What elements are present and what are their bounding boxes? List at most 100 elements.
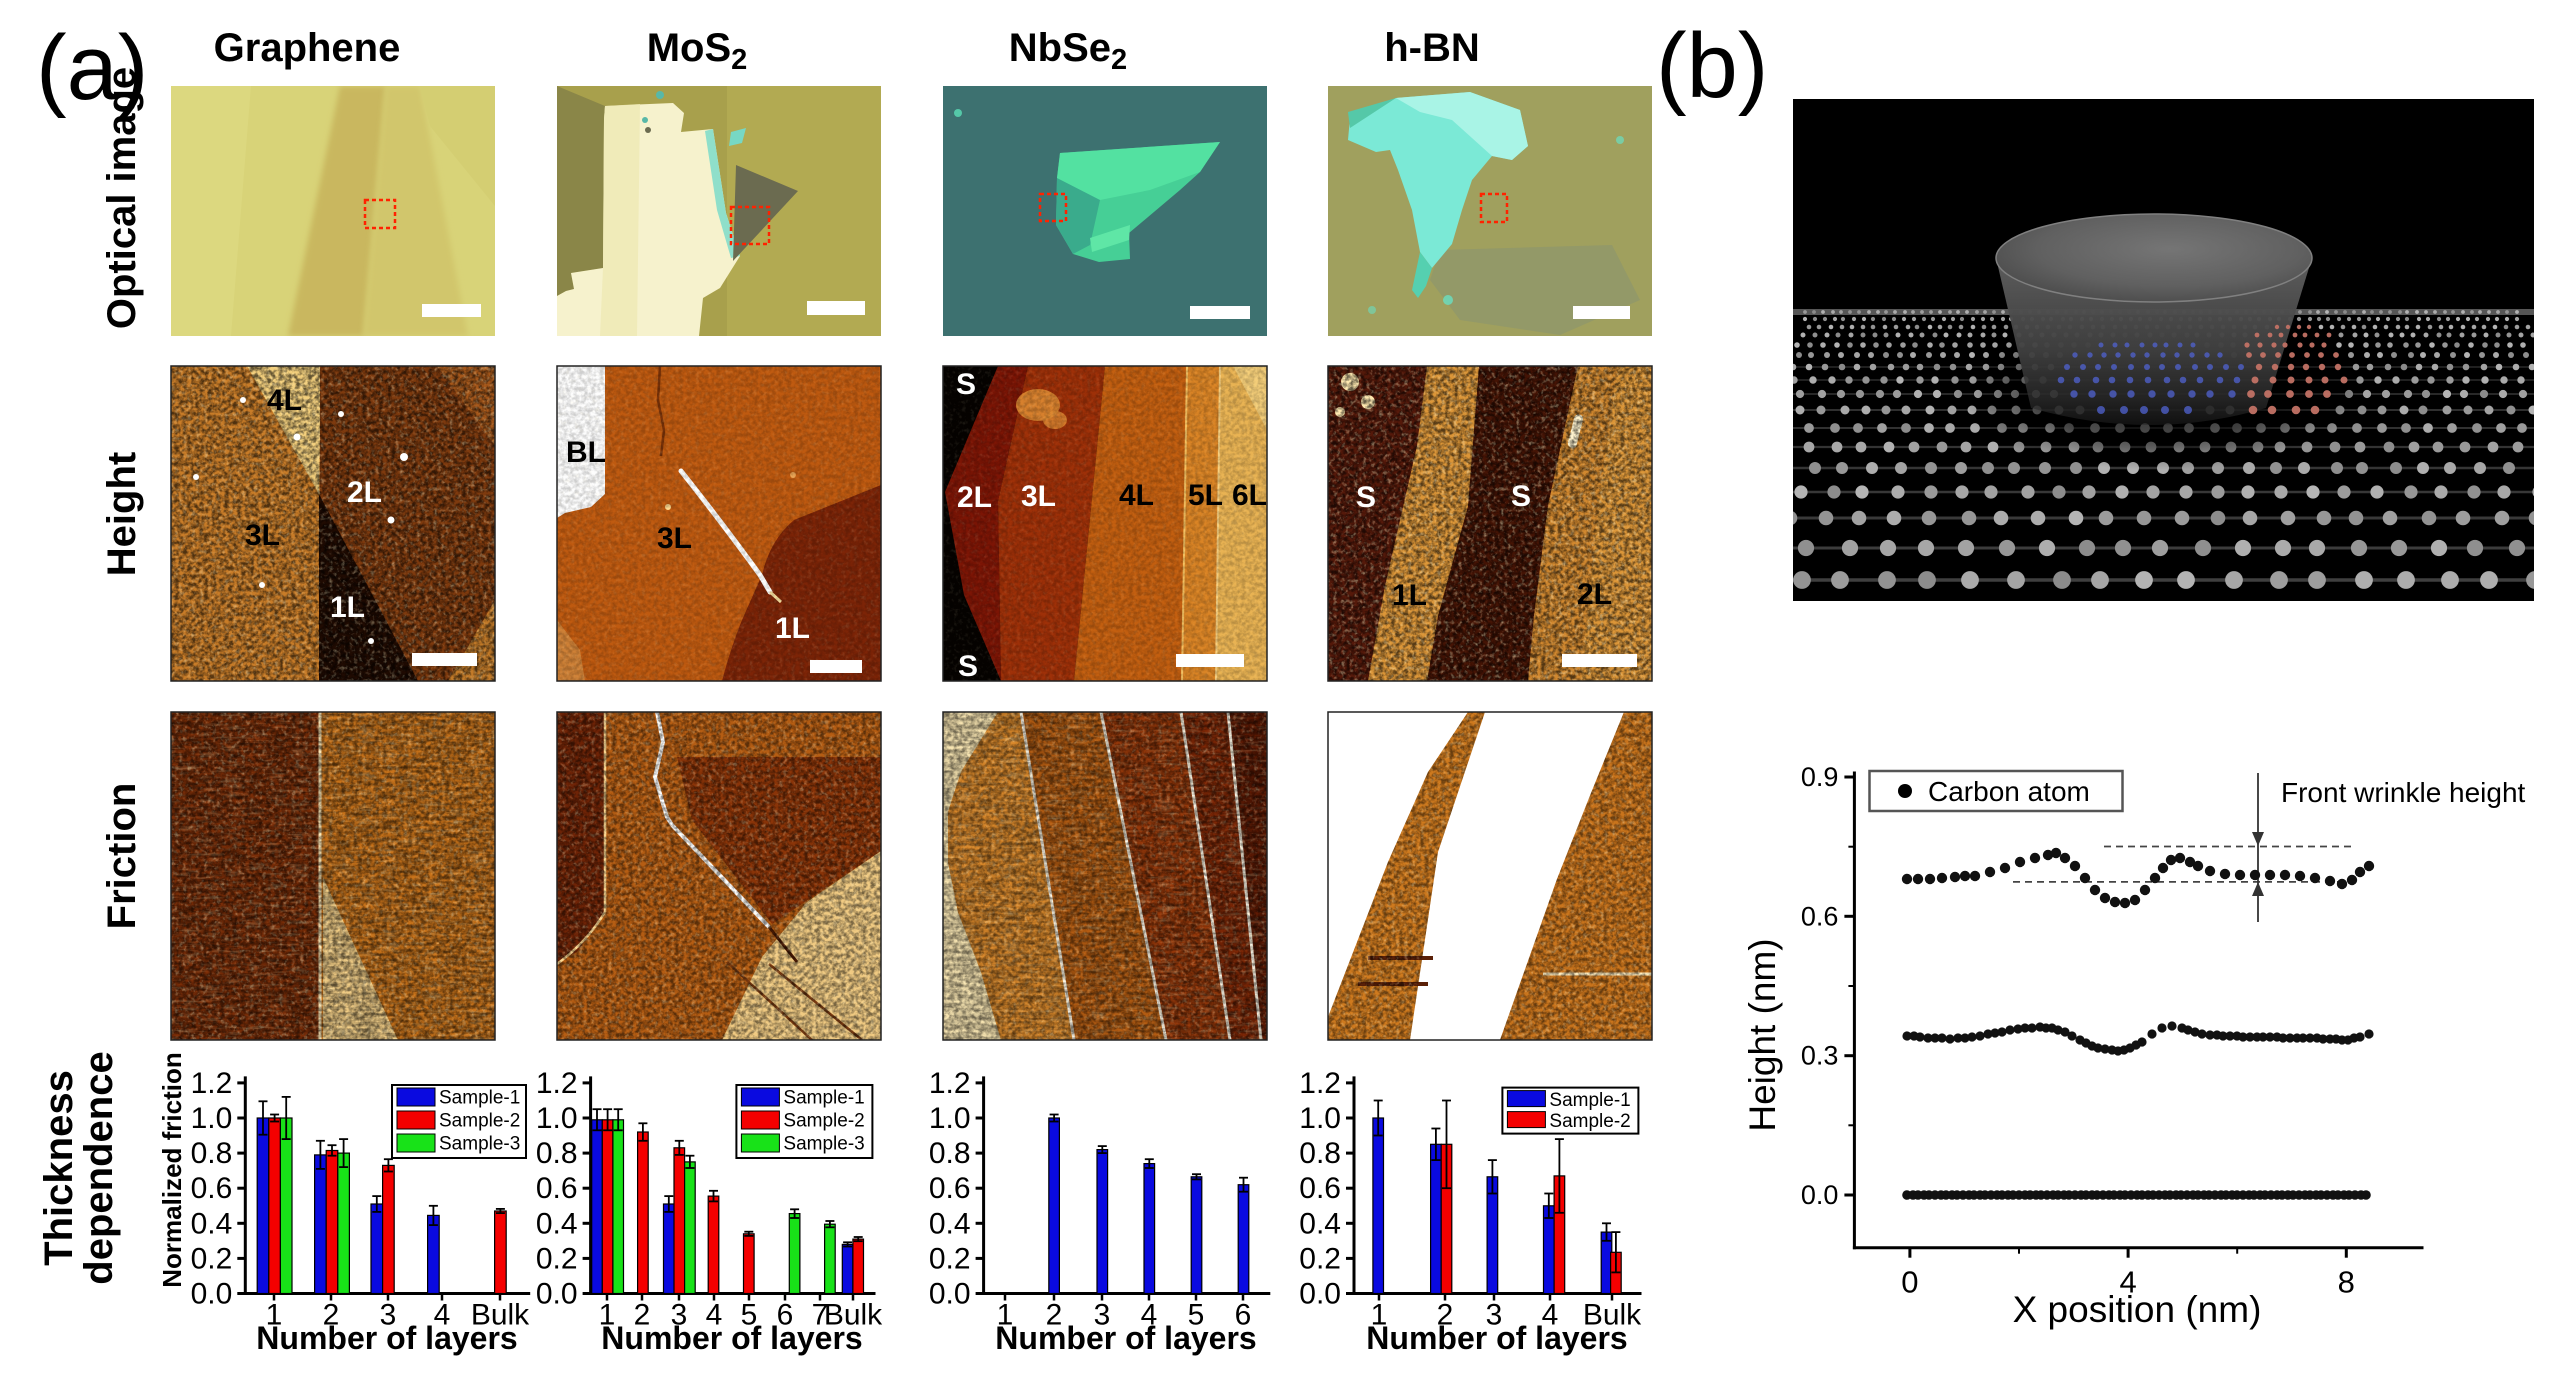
svg-text:0.4: 0.4 xyxy=(1299,1207,1341,1240)
svg-text:Number of layers: Number of layers xyxy=(601,1320,862,1356)
svg-text:Number of layers: Number of layers xyxy=(1366,1320,1627,1356)
svg-text:Sample-2: Sample-2 xyxy=(1549,1111,1630,1132)
svg-text:4L: 4L xyxy=(267,384,302,417)
svg-text:S: S xyxy=(956,368,976,401)
svg-text:Sample-3: Sample-3 xyxy=(439,1134,520,1155)
svg-text:1L: 1L xyxy=(775,612,810,645)
svg-text:0.0: 0.0 xyxy=(929,1278,971,1311)
svg-text:1.2: 1.2 xyxy=(929,1067,971,1100)
svg-text:1.0: 1.0 xyxy=(191,1102,233,1135)
svg-text:0.6: 0.6 xyxy=(1299,1172,1341,1205)
svg-text:Number of layers: Number of layers xyxy=(995,1320,1256,1356)
svg-text:2: 2 xyxy=(1437,1299,1454,1332)
svg-text:NbSe2: NbSe2 xyxy=(1009,26,1127,76)
svg-text:(a): (a) xyxy=(36,17,148,119)
svg-text:Normalized friction: Normalized friction xyxy=(157,1052,187,1287)
svg-text:2: 2 xyxy=(1046,1299,1063,1332)
svg-text:0.4: 0.4 xyxy=(929,1207,971,1240)
svg-text:Bulk: Bulk xyxy=(471,1299,530,1332)
svg-text:1: 1 xyxy=(1371,1299,1388,1332)
svg-text:0.2: 0.2 xyxy=(536,1242,578,1275)
svg-text:1.0: 1.0 xyxy=(536,1102,578,1135)
svg-text:1.0: 1.0 xyxy=(1299,1102,1341,1135)
svg-text:1L: 1L xyxy=(1392,579,1427,612)
svg-text:7: 7 xyxy=(812,1299,829,1332)
svg-text:0.8: 0.8 xyxy=(191,1137,233,1170)
svg-text:0.0: 0.0 xyxy=(1801,1180,1839,1210)
svg-text:3L: 3L xyxy=(657,522,692,555)
svg-text:5: 5 xyxy=(741,1299,758,1332)
svg-text:Friction: Friction xyxy=(100,783,144,930)
svg-text:0.3: 0.3 xyxy=(1801,1041,1839,1071)
svg-text:Sample-1: Sample-1 xyxy=(783,1088,864,1109)
svg-text:4: 4 xyxy=(434,1299,451,1332)
svg-text:0.4: 0.4 xyxy=(536,1207,578,1240)
svg-text:1.2: 1.2 xyxy=(1299,1067,1341,1100)
svg-text:4: 4 xyxy=(706,1299,723,1332)
svg-text:5L: 5L xyxy=(1188,479,1223,512)
svg-text:Thickness: Thickness xyxy=(37,1070,81,1266)
svg-text:3: 3 xyxy=(1094,1299,1111,1332)
svg-text:2L: 2L xyxy=(347,476,382,509)
svg-text:Carbon atom: Carbon atom xyxy=(1928,776,2090,807)
svg-text:1L: 1L xyxy=(330,591,365,624)
svg-text:Sample-1: Sample-1 xyxy=(439,1088,520,1109)
svg-text:3L: 3L xyxy=(245,519,280,552)
svg-text:4: 4 xyxy=(2119,1265,2136,1300)
svg-text:Sample-2: Sample-2 xyxy=(783,1111,864,1132)
svg-text:8: 8 xyxy=(2338,1265,2355,1300)
svg-text:0.8: 0.8 xyxy=(929,1137,971,1170)
svg-text:Graphene: Graphene xyxy=(214,26,401,70)
svg-text:1: 1 xyxy=(599,1299,616,1332)
svg-text:Optical image: Optical image xyxy=(100,67,144,329)
svg-text:0.6: 0.6 xyxy=(191,1172,233,1205)
svg-text:0.0: 0.0 xyxy=(191,1278,233,1311)
svg-text:(b): (b) xyxy=(1656,15,1768,117)
svg-text:S: S xyxy=(1511,480,1531,513)
svg-text:h-BN: h-BN xyxy=(1384,26,1480,70)
svg-text:0.6: 0.6 xyxy=(536,1172,578,1205)
svg-text:MoS2: MoS2 xyxy=(647,26,748,76)
svg-text:S: S xyxy=(1356,481,1376,514)
svg-text:0.9: 0.9 xyxy=(1801,762,1839,792)
svg-text:1: 1 xyxy=(997,1299,1014,1332)
svg-text:0.2: 0.2 xyxy=(929,1242,971,1275)
svg-text:1.2: 1.2 xyxy=(536,1067,578,1100)
svg-text:0.0: 0.0 xyxy=(536,1278,578,1311)
svg-text:6L: 6L xyxy=(1232,479,1267,512)
svg-text:6: 6 xyxy=(777,1299,794,1332)
svg-text:Bulk: Bulk xyxy=(824,1299,883,1332)
svg-text:0.6: 0.6 xyxy=(929,1172,971,1205)
svg-text:0.2: 0.2 xyxy=(191,1242,233,1275)
svg-text:Height (nm): Height (nm) xyxy=(1742,938,1783,1131)
svg-text:Sample-2: Sample-2 xyxy=(439,1111,520,1132)
svg-text:6: 6 xyxy=(1235,1299,1252,1332)
svg-text:1.2: 1.2 xyxy=(191,1067,233,1100)
svg-text:Front wrinkle height: Front wrinkle height xyxy=(2281,777,2526,808)
svg-text:BL: BL xyxy=(566,436,606,469)
svg-text:0.2: 0.2 xyxy=(1299,1242,1341,1275)
svg-text:4: 4 xyxy=(1542,1299,1559,1332)
svg-text:4L: 4L xyxy=(1119,479,1154,512)
svg-text:1.0: 1.0 xyxy=(929,1102,971,1135)
svg-text:0.4: 0.4 xyxy=(191,1207,233,1240)
svg-text:1: 1 xyxy=(266,1299,283,1332)
svg-text:4: 4 xyxy=(1141,1299,1158,1332)
svg-text:Bulk: Bulk xyxy=(1583,1299,1642,1332)
svg-text:0.8: 0.8 xyxy=(1299,1137,1341,1170)
svg-text:2: 2 xyxy=(634,1299,651,1332)
svg-text:3L: 3L xyxy=(1021,480,1056,513)
svg-text:Height: Height xyxy=(100,452,144,576)
svg-text:X position (nm): X position (nm) xyxy=(2013,1289,2262,1330)
svg-text:2L: 2L xyxy=(957,481,992,514)
svg-text:2L: 2L xyxy=(1577,578,1612,611)
svg-text:3: 3 xyxy=(671,1299,688,1332)
svg-text:2: 2 xyxy=(323,1299,340,1332)
svg-text:3: 3 xyxy=(1486,1299,1503,1332)
svg-text:Sample-1: Sample-1 xyxy=(1549,1090,1630,1111)
svg-text:5: 5 xyxy=(1188,1299,1205,1332)
svg-text:Number of layers: Number of layers xyxy=(256,1320,517,1356)
svg-text:dependence: dependence xyxy=(77,1051,121,1284)
svg-text:S: S xyxy=(958,650,978,683)
svg-text:0: 0 xyxy=(1901,1265,1918,1300)
